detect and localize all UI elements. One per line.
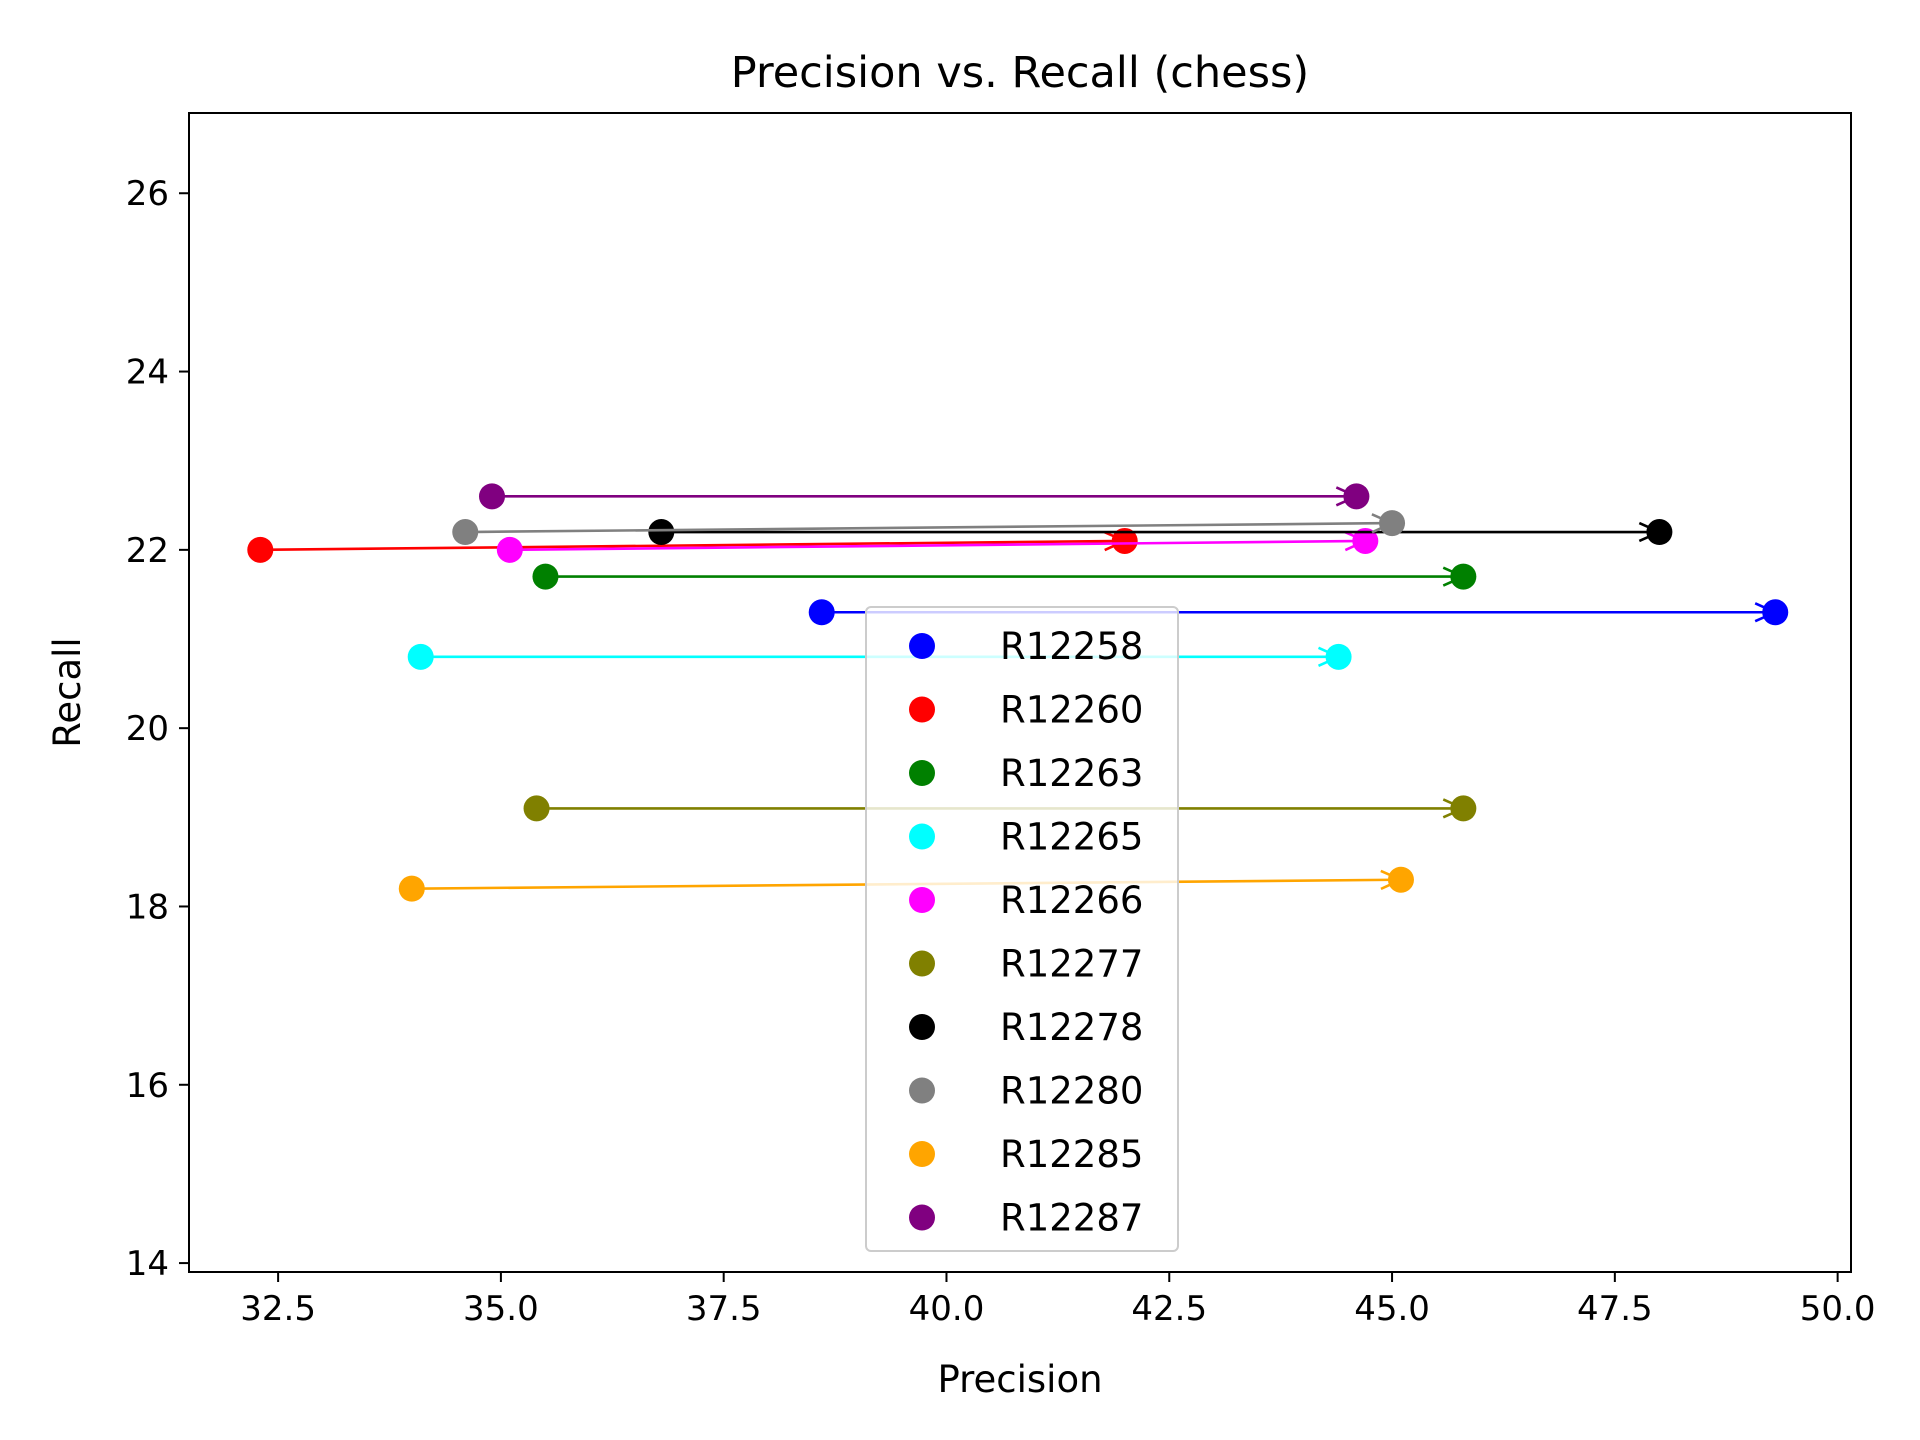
- end-point-R12266: [1352, 527, 1379, 554]
- legend-label: R12278: [1000, 1006, 1143, 1049]
- series-R12287: [478, 483, 1370, 510]
- legend-label: R12266: [1000, 879, 1143, 922]
- start-point-R12277: [523, 795, 550, 822]
- start-point-R12265: [407, 643, 434, 670]
- series-R12266: [496, 527, 1379, 563]
- end-point-R12258: [1762, 599, 1789, 626]
- start-point-R12278: [648, 519, 675, 546]
- y-tick-label: 22: [126, 531, 169, 571]
- legend-box: [865, 606, 1179, 1252]
- x-axis-label: Precision: [937, 1358, 1102, 1401]
- legend-marker: [909, 950, 935, 977]
- y-axis-label: Recall: [46, 637, 89, 747]
- end-point-R12260: [1111, 527, 1138, 554]
- legend-marker: [909, 633, 935, 659]
- x-tick-label: 40.0: [909, 1289, 985, 1329]
- legend-entry-R12280: R12280: [909, 1070, 1143, 1113]
- x-tick-label: 42.5: [1131, 1289, 1207, 1329]
- end-point-R12277: [1450, 795, 1477, 822]
- legend-entry-R12285: R12285: [909, 1133, 1143, 1176]
- legend-entry-R12265: R12265: [909, 816, 1143, 859]
- series-R12263: [532, 563, 1477, 590]
- legend-marker: [909, 1141, 935, 1167]
- axes-frame: [188, 112, 1852, 1273]
- series-R12280: [452, 510, 1406, 546]
- x-tick-label: 35.0: [463, 1289, 539, 1329]
- legend-entry-R12266: R12266: [909, 879, 1143, 922]
- end-point-R12265: [1325, 643, 1352, 670]
- arrow-line-R12260: [260, 539, 1125, 552]
- legend-entry-R12258: R12258: [909, 625, 1143, 668]
- end-point-R12287: [1343, 483, 1370, 510]
- y-tick-label: 26: [126, 174, 169, 214]
- y-tick-label: 14: [126, 1244, 169, 1284]
- legend-label: R12265: [1000, 816, 1143, 859]
- legend-entry-R12278: R12278: [909, 1006, 1143, 1049]
- x-tick-label: 45.0: [1354, 1289, 1430, 1329]
- y-tick-label: 20: [126, 709, 169, 749]
- x-tick-label: 50.0: [1800, 1289, 1876, 1329]
- y-tick-label: 24: [126, 353, 169, 393]
- end-point-R12263: [1450, 563, 1477, 590]
- y-tick-label: 16: [126, 1066, 169, 1106]
- end-point-R12280: [1379, 510, 1406, 537]
- x-tick-label: 32.5: [240, 1289, 316, 1329]
- legend-label: R12263: [1000, 752, 1143, 795]
- start-point-R12263: [532, 563, 559, 590]
- x-tick-label: 47.5: [1577, 1289, 1653, 1329]
- legend-entry-R12263: R12263: [909, 752, 1143, 795]
- legend-marker: [909, 1077, 935, 1104]
- legend-marker: [909, 696, 935, 723]
- arrow-line-R12266: [509, 539, 1366, 552]
- legend-entry-R12260: R12260: [909, 689, 1143, 732]
- series-R12278: [648, 519, 1673, 546]
- end-point-R12278: [1646, 519, 1673, 546]
- start-point-R12258: [808, 599, 835, 626]
- legend-label: R12287: [1000, 1197, 1143, 1240]
- legend-label: R12258: [1000, 625, 1143, 668]
- y-tick-label: 18: [126, 887, 169, 927]
- axes: 32.5 35.0 37.5 40.0 42.5 45.0 47.5 50.0 14 16 18 20…: [126, 112, 1876, 1329]
- legend-label: R12280: [1000, 1070, 1143, 1113]
- start-point-R12280: [452, 519, 479, 546]
- legend-marker: [909, 760, 935, 786]
- start-point-R12285: [398, 875, 425, 902]
- legend-entry-R12287: R12287: [909, 1197, 1143, 1240]
- legend-marker: [909, 1204, 935, 1231]
- arrow-line-R12280: [465, 521, 1393, 534]
- start-point-R12266: [496, 536, 523, 563]
- legend: R12258 R12260 R12263 R12265 R12266 R12277 R122…: [865, 606, 1179, 1252]
- x-tick-label: 37.5: [686, 1289, 762, 1329]
- chart-title: Precision vs. Recall (chess): [731, 48, 1309, 98]
- series-R12260: [247, 527, 1138, 563]
- legend-marker: [909, 823, 935, 850]
- start-point-R12260: [247, 536, 274, 563]
- legend-marker: [909, 887, 935, 913]
- start-point-R12287: [478, 483, 505, 510]
- end-point-R12285: [1387, 866, 1414, 893]
- legend-label: R12260: [1000, 689, 1143, 732]
- legend-entry-R12277: R12277: [909, 943, 1143, 986]
- legend-label: R12285: [1000, 1133, 1143, 1176]
- legend-label: R12277: [1000, 943, 1143, 986]
- legend-marker: [909, 1014, 935, 1040]
